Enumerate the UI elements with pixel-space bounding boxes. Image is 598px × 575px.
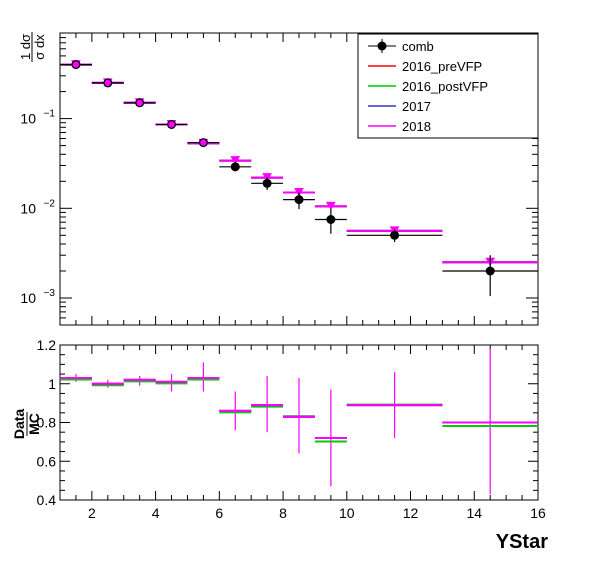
mc-marker xyxy=(262,173,272,182)
ratio-x-tick-label: 16 xyxy=(530,505,546,521)
data-point xyxy=(230,162,240,172)
main-ylabel: 1 dσ σ dx xyxy=(18,32,47,62)
main-y-tick-label: 10 xyxy=(20,111,36,127)
legend-label: 2016_preVFP xyxy=(402,59,482,74)
mc-overlay-dot xyxy=(168,121,175,128)
data-point xyxy=(326,215,336,225)
legend-label: 2017 xyxy=(402,99,431,114)
legend-label: 2016_postVFP xyxy=(402,79,488,94)
ratio-ylabel: Data MC xyxy=(11,409,42,440)
mc-marker xyxy=(230,156,241,165)
main-y-tick-label-exponent: −3 xyxy=(44,288,56,299)
ratio-x-tick-label: 2 xyxy=(88,505,96,521)
ratio-plot-panel: 2 4 6 8 10 12 14 16 0.4 0.6 0.8 1 1.2 xyxy=(37,337,546,521)
mc-marker xyxy=(326,201,336,211)
data-point xyxy=(485,266,495,276)
ratio-y-tick-label: 0.4 xyxy=(37,492,57,508)
data-point xyxy=(294,195,304,205)
legend-label: 2018 xyxy=(402,119,431,134)
ratio-y-tick-label: 1.2 xyxy=(37,337,57,353)
mc-overlay-dot xyxy=(136,99,143,107)
ratio-ylabel-numerator: Data xyxy=(11,409,27,440)
data-point xyxy=(390,230,400,240)
legend-marker xyxy=(377,41,387,51)
main-y-tick-label: 10 xyxy=(20,290,36,306)
main-ylabel-denominator: σ dx xyxy=(32,34,47,60)
legend-item-2018: 2018 xyxy=(368,119,431,134)
legend: comb 2016_preVFP 2016_postVFP 2017 2018 xyxy=(357,33,539,139)
mc-marker xyxy=(294,188,304,197)
mc-overlay-dot xyxy=(104,79,112,87)
legend-label: comb xyxy=(402,39,434,54)
ratio-y-tick-label: 0.8 xyxy=(37,415,57,431)
ratio-x-tick-label: 12 xyxy=(403,505,419,521)
legend-item-2017: 2017 xyxy=(368,99,431,114)
main-y-tick-label: 10 xyxy=(20,200,36,216)
ratio-ylabel-denominator: MC xyxy=(26,413,42,435)
x-axis-label: YStar xyxy=(496,531,548,553)
data-point xyxy=(262,178,272,188)
ratio-x-tick-label: 10 xyxy=(339,505,355,521)
legend-item-comb: comb xyxy=(368,39,434,54)
ratio-x-tick-label: 8 xyxy=(279,505,287,521)
main-y-tick-label-exponent: −2 xyxy=(44,198,56,209)
ratio-y-tick-label: 0.6 xyxy=(37,453,57,469)
main-plot-panel: 10 −1 10 −2 10 −3 comb 2016_preVFP 2016_postVFP 2… xyxy=(20,32,539,326)
legend-item-2016-postvfp: 2016_postVFP xyxy=(368,79,488,94)
ratio-x-tick-label: 4 xyxy=(152,505,160,521)
legend-item-2016-prevfp: 2016_preVFP xyxy=(368,59,482,74)
ratio-x-tick-label: 14 xyxy=(466,505,482,521)
mc-overlay-dot xyxy=(200,139,207,146)
main-y-tick-label-exponent: −1 xyxy=(44,109,56,120)
mc-overlay-dot xyxy=(72,61,80,68)
main-ylabel-numerator: 1 dσ xyxy=(18,34,33,60)
ratio-y-tick-label: 1 xyxy=(48,376,56,392)
ratio-x-tick-label: 6 xyxy=(215,505,223,521)
